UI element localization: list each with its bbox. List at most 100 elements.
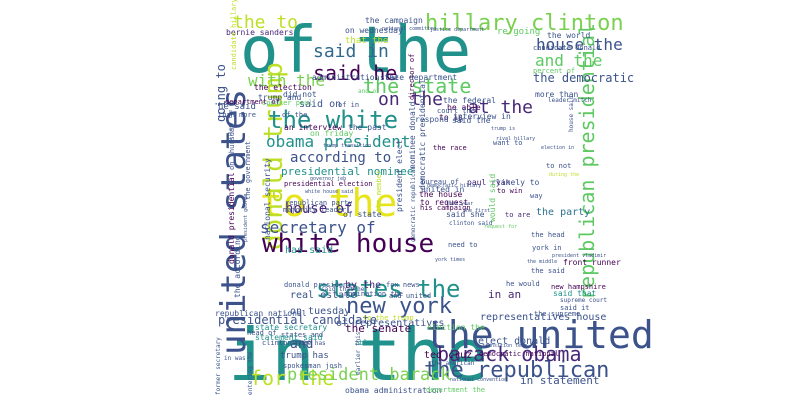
- word-obama-president: obama president: [266, 132, 411, 151]
- word-york-in: york in: [532, 244, 562, 252]
- word-bureau-of: bureau of: [421, 178, 459, 186]
- word-transition-team: transition team: [482, 343, 527, 349]
- word-during-the: during the: [549, 172, 579, 178]
- word-to-is: to is: [439, 113, 463, 122]
- word-fox-news: fox news: [386, 281, 420, 289]
- word-national-convention: national convention: [450, 377, 507, 383]
- word-he-would: he would: [506, 280, 540, 288]
- word-the-american: the american: [431, 360, 475, 367]
- word-president-elect: president elect: [395, 140, 404, 212]
- word-state-secretary: state secretary: [255, 323, 327, 332]
- word-percent-of: percent of: [533, 67, 575, 75]
- word-the-supreme: the supreme: [534, 310, 580, 318]
- word-be-able: be able: [447, 103, 481, 112]
- word-going-to: going to: [214, 64, 228, 122]
- word-an-interview: an interview: [284, 123, 342, 132]
- word-presidential-nominee: presidential nominee: [281, 165, 413, 178]
- word-the-to: the to: [233, 12, 298, 33]
- word-presidential-candidate: presidential candidate: [218, 313, 377, 327]
- word-has-said: has said: [285, 245, 333, 256]
- word-hillary-clinton: hillary clinton: [425, 11, 624, 36]
- word-nomination-the: nomination the: [344, 290, 403, 298]
- word-respond-to: respond to: [415, 115, 463, 124]
- word-in-statement: in statement: [520, 374, 599, 387]
- word-york-times: york times: [435, 257, 465, 263]
- word-rival-hillary: rival hillary: [496, 136, 535, 142]
- word-the-campaign: the campaign: [365, 16, 423, 25]
- word-said-it: said it: [560, 304, 590, 312]
- word-said-she: said she: [446, 210, 485, 219]
- word-the-party: the party: [536, 207, 590, 218]
- word-united-states: united states: [214, 89, 254, 355]
- word-new-hampshire: new hampshire: [551, 283, 606, 291]
- word-the-republican: the republican: [424, 358, 609, 383]
- word-department-the: department the: [426, 386, 485, 394]
- word-secretary-of: secretary of: [260, 218, 376, 237]
- word-to-the: to the: [260, 181, 397, 225]
- word-the-government: the government: [244, 141, 252, 200]
- word-house-said: house said: [568, 95, 575, 132]
- word-re-going: re going: [497, 27, 540, 37]
- word-donald-president: donald president: [284, 281, 351, 289]
- word-democratic-national: democratic national: [479, 350, 559, 358]
- word-nominee-donald: nominee donald: [408, 101, 417, 169]
- word-national-security: national security: [263, 158, 272, 240]
- word-said-in: said in: [313, 41, 389, 62]
- word-on-friday: on friday: [310, 129, 354, 138]
- word-election-the: election the: [427, 323, 485, 332]
- word-the-democratic: the democratic: [533, 71, 634, 85]
- word-national-committee: national committee: [382, 26, 436, 32]
- word-state-department: state department: [380, 73, 457, 82]
- word-way: way: [530, 192, 543, 200]
- word-to-not: to not: [546, 162, 571, 170]
- word-said-that: said that: [553, 289, 597, 298]
- word-on-the: on the: [378, 89, 443, 110]
- word-united-in: united in: [421, 185, 465, 194]
- word-the-past: the past: [348, 123, 387, 132]
- word-said-on: said on: [299, 99, 341, 110]
- word-republican-party: republican party: [285, 199, 352, 207]
- word-president-george: president george: [243, 194, 249, 242]
- word-on-tuesday: on tuesday: [290, 306, 350, 317]
- word-to-the-trump: to the trump: [363, 314, 414, 322]
- word-elect-donald: elect donald: [478, 336, 550, 347]
- word-court-the: court the: [437, 107, 475, 115]
- word-bernie-sanders: bernie sanders: [226, 28, 294, 37]
- word-the-united: the united: [425, 313, 654, 357]
- word-in-the: in the: [228, 313, 488, 397]
- word-director-of: director of: [408, 54, 416, 100]
- word-barack-obama: barack obama: [437, 342, 582, 366]
- word-candidate-hillary: candidate hillary: [230, 0, 238, 70]
- word-justice-department: justice department: [430, 27, 484, 33]
- word-real-estate: real estate: [290, 290, 356, 301]
- word-department-of: department of: [225, 98, 280, 106]
- word-governor-jeb: governor jeb: [310, 176, 346, 182]
- word-democratic-hillary: democratic hillary: [427, 183, 481, 189]
- word-states-the: states the: [316, 275, 461, 303]
- word-to-request: to request: [420, 198, 468, 207]
- word-the-federal: the federal: [443, 96, 496, 105]
- word-representatives-house: representatives house: [480, 312, 606, 323]
- word-majority-leader: majority leader: [283, 206, 346, 214]
- word-in-was: in was: [224, 355, 246, 362]
- word-leader-mitch: leader mitch: [548, 97, 592, 104]
- word-the-head: the head: [531, 231, 565, 239]
- word-administration-the: administration the: [312, 73, 399, 82]
- word-the-world: the world: [547, 31, 591, 40]
- word-on-wednesday: on wednesday: [345, 26, 403, 35]
- word-want-to: want to: [493, 139, 523, 147]
- word-said-he: said he: [313, 61, 397, 85]
- word-able-to: able to: [355, 339, 385, 347]
- word-former-secretary: former secretary: [215, 337, 222, 395]
- word-paul-ryan: paul ryan: [467, 178, 511, 187]
- word-and: and: [290, 337, 313, 352]
- word-new-york: new york: [346, 294, 452, 319]
- word-states-and: states and: [281, 331, 323, 339]
- word-obama-administration: obama administration: [345, 386, 442, 395]
- word-this-year: this year: [446, 201, 473, 207]
- word-likely-to: likely to: [496, 178, 540, 187]
- word-by-the: by the: [345, 280, 381, 291]
- word-to-are: to are: [505, 211, 530, 219]
